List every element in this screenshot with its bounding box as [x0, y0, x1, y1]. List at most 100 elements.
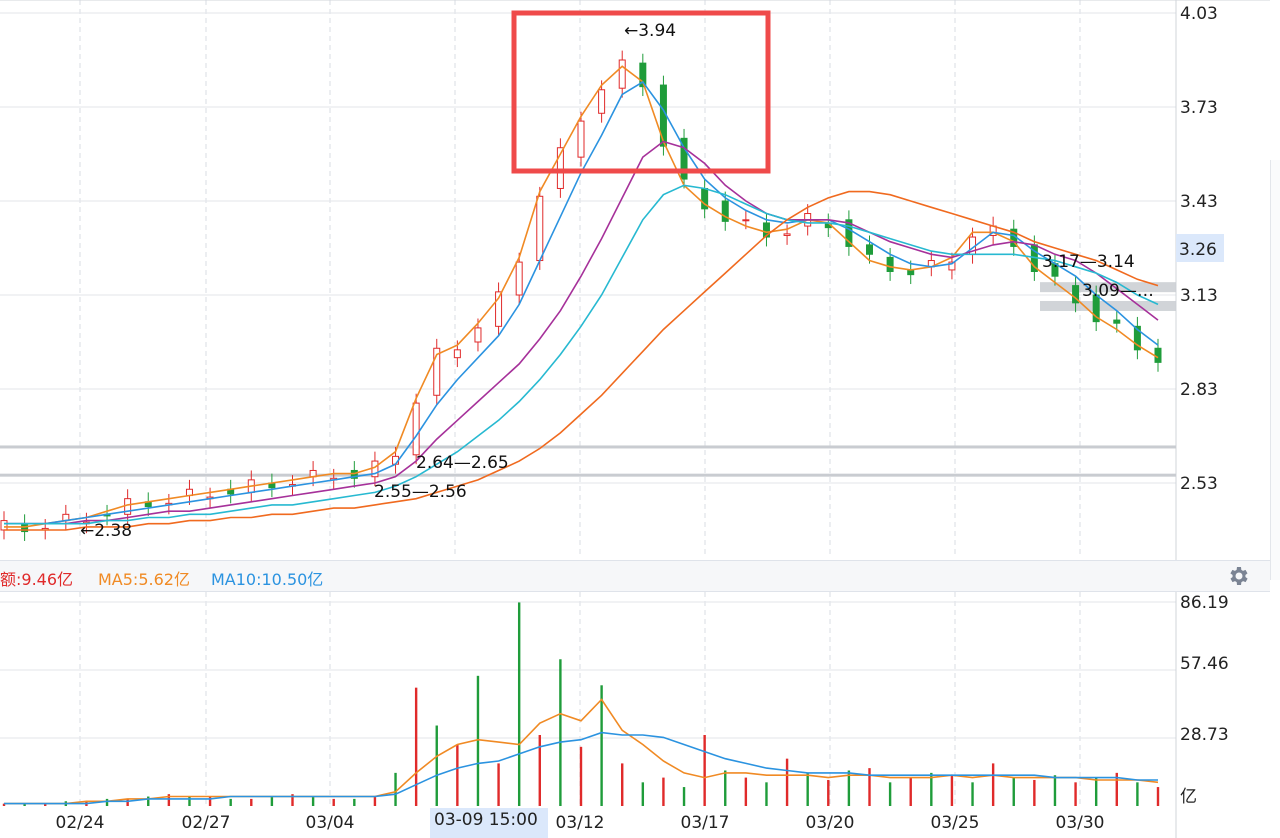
- date-tick-label: 03/20: [806, 813, 855, 833]
- candle-body: [577, 120, 585, 158]
- volume-bar: [1136, 782, 1139, 806]
- volume-bar: [1115, 772, 1118, 806]
- crosshair-time-label: 03-09 15:00: [434, 810, 538, 830]
- legend-ma10: MA10:10.50亿: [211, 570, 324, 589]
- volume-bar: [105, 798, 109, 806]
- volume-bar: [1053, 775, 1057, 806]
- candle-body: [845, 219, 853, 247]
- band-annotation-1: 2.64—2.65: [416, 453, 509, 473]
- volume-bar: [744, 777, 748, 806]
- volume-bar: [1033, 779, 1036, 806]
- volume-bar: [497, 763, 500, 806]
- support-band: [0, 473, 1176, 477]
- volume-bar: [765, 782, 768, 806]
- volume-bar: [208, 796, 212, 806]
- volume-bar: [250, 798, 253, 806]
- gear-icon[interactable]: [1226, 564, 1250, 588]
- volume-bar: [456, 744, 459, 806]
- price-tick-label: 2.53: [1180, 474, 1218, 494]
- crosshair-time-marker: [430, 808, 548, 838]
- legend-ma5: MA5:5.62亿: [98, 570, 190, 589]
- support-band: [0, 445, 1176, 449]
- volume-bar: [270, 796, 274, 806]
- price-tick-label: 3.13: [1180, 286, 1218, 306]
- volume-tick-label: 亿: [1180, 787, 1197, 807]
- volume-bar: [559, 659, 562, 806]
- price-tick-label: 3.73: [1180, 98, 1218, 118]
- price-tick-label: 2.83: [1180, 380, 1218, 400]
- volume-bar: [373, 796, 377, 806]
- volume-bar: [147, 796, 150, 806]
- volume-bar: [332, 798, 335, 806]
- highlight-box: [511, 10, 771, 174]
- volume-ma-line-ma5: [4, 698, 1159, 805]
- price-tick-label: 4.03: [1180, 4, 1218, 24]
- volume-legend: 金额:9.46亿 MA5:5.62亿 MA10:10.50亿: [0, 560, 1270, 592]
- candle-body: [536, 195, 544, 262]
- candle-body: [639, 62, 647, 88]
- ma-line-ma20: [4, 140, 1159, 525]
- volume-bar: [414, 687, 418, 806]
- volume-bar: [291, 794, 294, 806]
- low-annotation: ←2.38: [80, 521, 132, 541]
- volume-bar: [1074, 782, 1077, 806]
- candle-body: [886, 256, 894, 272]
- volume-bar: [662, 777, 665, 806]
- legend-amount: 金额:9.46亿: [0, 570, 74, 589]
- volume-bar: [950, 775, 954, 806]
- date-tick-label: 03/04: [306, 813, 355, 833]
- volume-bar: [641, 782, 645, 806]
- side-panel-edge[interactable]: [1270, 160, 1280, 580]
- resistance-band: [1040, 282, 1176, 293]
- volume-bar: [435, 725, 438, 806]
- candle-body: [1133, 325, 1141, 351]
- volume-tick-label: 86.19: [1180, 593, 1229, 613]
- volume-bar: [44, 803, 47, 806]
- volume-bar: [991, 763, 995, 806]
- candle-body: [742, 219, 750, 222]
- candle-body: [0, 520, 8, 531]
- volume-bar: [1012, 777, 1015, 806]
- candle-body: [453, 349, 461, 359]
- volume-tick-label: 28.73: [1180, 725, 1229, 745]
- ma-line-ma30: [4, 184, 1159, 525]
- volume-bar: [538, 734, 541, 806]
- volume-tick-label: 57.46: [1180, 654, 1229, 674]
- ma-line-ma5: [4, 65, 1159, 528]
- volume-bar: [971, 782, 974, 806]
- date-tick-label: 03/30: [1056, 813, 1105, 833]
- volume-bar: [579, 746, 583, 806]
- date-tick-label: 03/12: [556, 813, 605, 833]
- volume-ma-line-ma10: [4, 731, 1158, 805]
- volume-bar: [682, 787, 686, 806]
- candle-body: [1072, 285, 1080, 304]
- volume-bar: [1156, 787, 1160, 806]
- resistance-band: [1040, 300, 1176, 311]
- band-annotation-2: 2.55—2.56: [374, 482, 467, 502]
- candle-body: [515, 261, 523, 296]
- current-price-marker: [1176, 234, 1224, 262]
- volume-bar: [167, 794, 171, 806]
- candle-body: [866, 244, 873, 255]
- date-tick-label: 03/25: [931, 813, 980, 833]
- band-annotation-4: 3.09—…: [1082, 281, 1154, 301]
- candle-body: [783, 233, 791, 236]
- candle-body: [474, 327, 482, 343]
- volume-bar: [23, 803, 26, 806]
- volume-bar: [847, 770, 851, 806]
- volume-bar: [621, 763, 624, 806]
- volume-bar: [909, 777, 912, 806]
- volume-bar: [394, 772, 397, 806]
- volume-bar: [517, 602, 521, 806]
- current-price-label: 3.26: [1179, 240, 1217, 260]
- band-annotation-3: 3.17—3.14: [1042, 252, 1135, 272]
- volume-bar: [188, 796, 191, 806]
- ma-line-ma60: [4, 190, 1159, 531]
- date-tick-label: 02/24: [56, 813, 105, 833]
- date-tick-label: 03/17: [681, 813, 730, 833]
- candle-body: [618, 59, 626, 89]
- volume-bar: [785, 758, 789, 806]
- candle-body: [433, 347, 441, 396]
- candle-body: [762, 222, 770, 238]
- date-tick-label: 02/27: [182, 813, 231, 833]
